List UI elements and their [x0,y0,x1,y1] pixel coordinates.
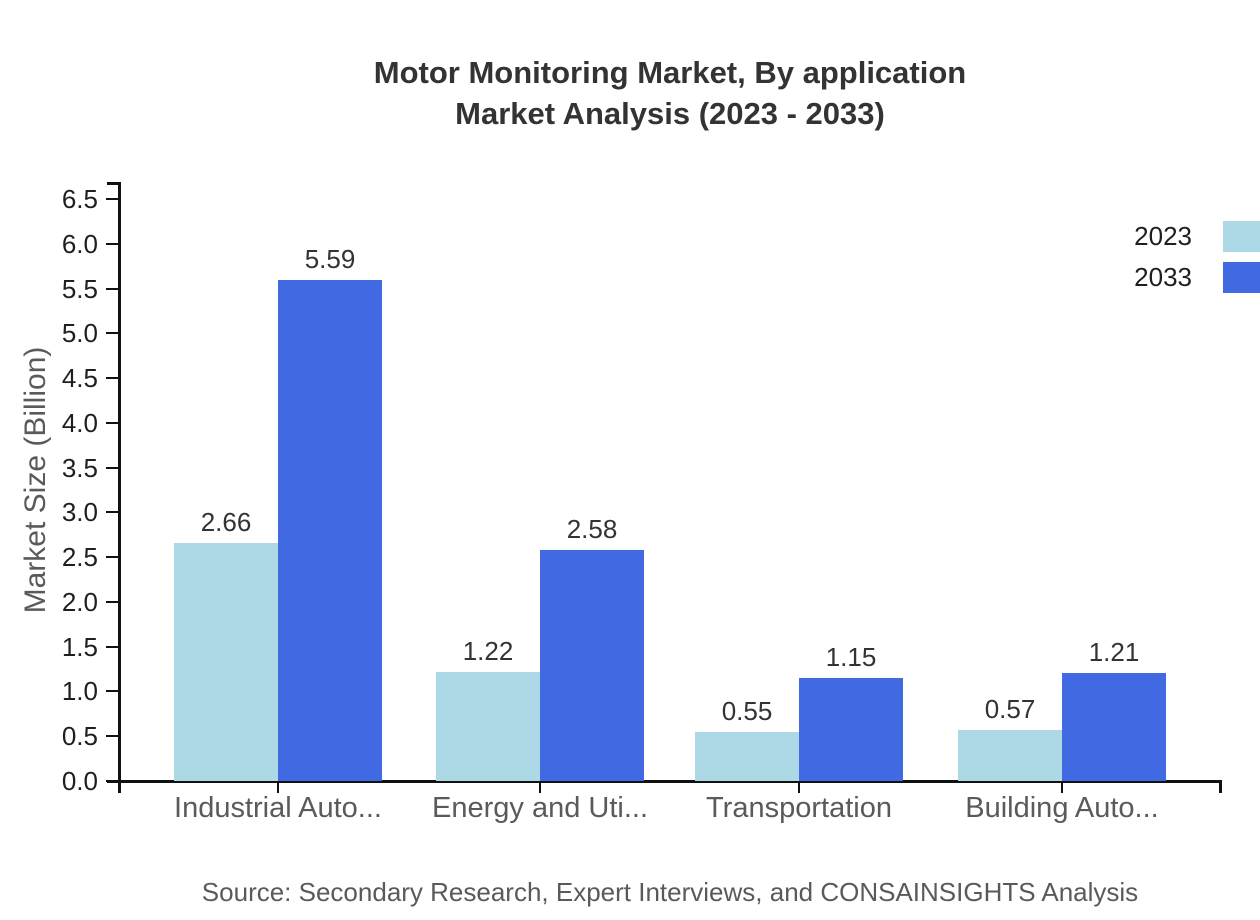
y-axis-top-cap [107,182,120,185]
y-tick-5.0 [106,332,120,334]
y-tick-4.5 [106,377,120,379]
x-axis-line [107,780,1222,783]
y-tick-label-6.5: 6.5 [61,184,98,214]
legend-label-2033: 2033 [1134,262,1192,292]
bar-2033-industrial-auto [278,280,382,781]
x-tick-transportation [798,781,800,793]
y-tick-3.0 [106,511,120,513]
x-tick-energy-and-uti [539,781,541,793]
bar-2033-building-auto [1062,673,1166,781]
y-tick-label-5.5: 5.5 [61,274,98,304]
y-tick-6.0 [106,243,120,245]
y-tick-0.5 [106,735,120,737]
y-tick-label-6.0: 6.0 [61,229,98,259]
bar-2033-energy-and-uti [540,550,644,781]
value-label-2023-industrial-auto: 2.66 [200,507,252,537]
y-tick-4.0 [106,422,120,424]
x-axis-label-building-auto: Building Auto... [965,792,1159,824]
y-tick-label-2.5: 2.5 [61,542,98,572]
x-axis-label-energy-and-uti: Energy and Uti... [432,792,648,824]
x-axis-end-tick [1219,781,1222,793]
y-tick-label-4.5: 4.5 [61,363,98,393]
y-tick-0.0 [106,780,120,782]
y-tick-label-1.5: 1.5 [61,632,98,662]
y-tick-label-0.5: 0.5 [61,721,98,751]
y-tick-label-1.0: 1.0 [61,676,98,706]
y-tick-5.5 [106,288,120,290]
chart-title-line1: Motor Monitoring Market, By application [373,55,967,90]
bar-2023-industrial-auto [174,543,278,781]
y-tick-label-3.0: 3.0 [61,497,98,527]
value-label-2023-energy-and-uti: 1.22 [462,636,514,666]
value-label-2023-building-auto: 0.57 [984,694,1036,724]
x-axis-label-industrial-auto: Industrial Auto... [174,792,382,824]
legend-swatch-2023 [1223,221,1260,252]
y-tick-2.5 [106,556,120,558]
chart-title-line2: Market Analysis (2023 - 2033) [455,96,885,131]
value-label-2033-energy-and-uti: 2.58 [566,514,618,544]
x-tick-industrial-auto [277,781,279,793]
y-tick-1.0 [106,690,120,692]
y-tick-label-5.0: 5.0 [61,318,98,348]
value-label-2033-transportation: 1.15 [825,642,877,672]
y-tick-label-4.0: 4.0 [61,408,98,438]
value-label-2033-industrial-auto: 5.59 [304,244,356,274]
x-axis-label-transportation: Transportation [706,792,892,824]
y-tick-6.5 [106,198,120,200]
legend-swatch-2033 [1223,262,1260,293]
source-note: Source: Secondary Research, Expert Inter… [201,877,1139,907]
y-tick-3.5 [106,467,120,469]
bar-2033-transportation [799,678,903,781]
y-tick-2.0 [106,601,120,603]
bar-2023-energy-and-uti [436,672,540,781]
chart-title: Motor Monitoring Market, By application … [374,52,966,134]
bar-2023-transportation [695,732,799,781]
y-tick-label-3.5: 3.5 [61,453,98,483]
y-tick-1.5 [106,646,120,648]
y-tick-label-0.0: 0.0 [61,766,98,796]
legend-label-2023: 2023 [1134,221,1192,251]
value-label-2023-transportation: 0.55 [721,696,773,726]
y-axis-line [118,182,121,793]
bar-2023-building-auto [958,730,1062,781]
x-tick-building-auto [1061,781,1063,793]
value-label-2033-building-auto: 1.21 [1088,637,1140,667]
y-tick-label-2.0: 2.0 [61,587,98,617]
